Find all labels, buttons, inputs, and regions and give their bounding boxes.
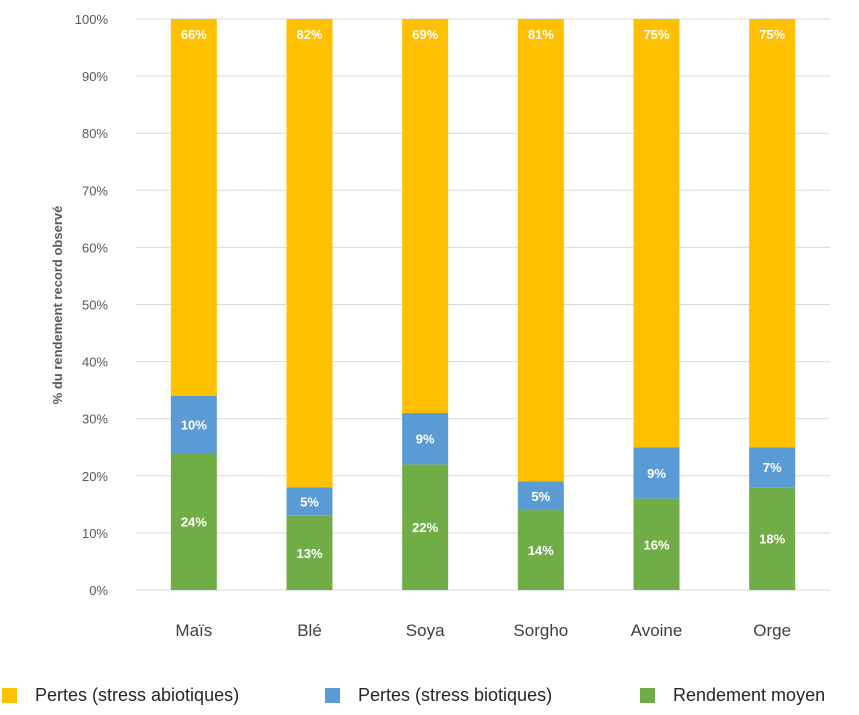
bar-segment (286, 487, 333, 516)
stacked-bar-chart: 0% 10% 20% 30% 40% 50% 60% 70% 80% 90% 100% 24% 10%… (50, 12, 830, 640)
legend-item: Rendement moyen (640, 685, 825, 706)
legend-label: Rendement moyen (673, 685, 826, 705)
bar-segment (402, 19, 449, 413)
data-label: 75% (643, 27, 669, 42)
y-axis-label: % du rendement record observé (50, 206, 65, 405)
legend-item: Pertes (stress biotiques) (325, 685, 552, 706)
x-category-label: Blé (297, 621, 322, 640)
data-label: 24% (181, 514, 207, 529)
x-category-label: Maïs (175, 621, 212, 640)
y-tick-label: 80% (82, 126, 108, 141)
bar-segment (749, 447, 796, 488)
data-label: 13% (296, 546, 322, 561)
data-label: 81% (528, 27, 554, 42)
bar-segment (633, 498, 680, 590)
y-tick-label: 90% (82, 69, 108, 84)
bar-segment (286, 515, 333, 590)
data-label: 82% (296, 27, 322, 42)
y-tick-label: 0% (89, 583, 108, 598)
data-label: 69% (412, 27, 438, 42)
bars: 24% 10% 66% 13% 5% 82% 22% 9% 69% 14% 5% 81% 16% 9% 75… (170, 19, 796, 590)
legend-label: Pertes (stress biotiques) (358, 685, 553, 705)
x-axis-categories: Maïs Blé Soya Sorgho Avoine Orge (175, 621, 791, 640)
bar-segment (517, 481, 564, 511)
y-tick-label: 50% (82, 298, 108, 313)
data-label: 9% (647, 466, 666, 481)
bar-segment (749, 19, 796, 448)
y-tick-label: 70% (82, 183, 108, 198)
legend-swatch (2, 688, 17, 703)
x-category-label: Sorgho (513, 621, 568, 640)
data-label: 10% (181, 417, 207, 432)
bar-segment (749, 487, 796, 590)
legend-swatch (325, 688, 340, 703)
gridlines (136, 18, 830, 591)
y-tick-label: 20% (82, 469, 108, 484)
y-tick-label: 100% (75, 12, 109, 27)
bar-segment (170, 395, 217, 453)
data-label: 7% (763, 460, 782, 475)
y-tick-label: 30% (82, 412, 108, 427)
x-category-label: Soya (406, 621, 445, 640)
legend-item: Pertes (stress abiotiques) (2, 685, 239, 706)
legend-label: Pertes (stress abiotiques) (35, 685, 240, 705)
data-label: 22% (412, 520, 438, 535)
y-axis-ticks: 0% 10% 20% 30% 40% 50% 60% 70% 80% 90% 100% (75, 12, 109, 598)
x-category-label: Orge (753, 621, 791, 640)
bar-segment (633, 19, 680, 448)
data-label: 9% (416, 432, 435, 447)
data-label: 5% (531, 489, 550, 504)
bar-segment (286, 19, 333, 488)
data-label: 66% (181, 27, 207, 42)
y-tick-label: 60% (82, 240, 108, 255)
bar-segment (170, 452, 217, 590)
legend: Pertes (stress abiotiques) Pertes (stress… (0, 685, 859, 715)
data-label: 5% (300, 494, 319, 509)
x-category-label: Avoine (631, 621, 683, 640)
data-label: 14% (528, 543, 554, 558)
data-label: 18% (759, 532, 785, 547)
data-label: 16% (643, 537, 669, 552)
data-label: 75% (759, 27, 785, 42)
bar-segment (402, 412, 449, 465)
bar-segment (170, 19, 217, 396)
bar-segment (633, 447, 680, 499)
bar-segment (517, 19, 564, 482)
y-tick-label: 40% (82, 355, 108, 370)
legend-swatch (640, 688, 655, 703)
bar-segment (402, 464, 449, 590)
bar-segment (517, 510, 564, 590)
y-tick-label: 10% (82, 526, 108, 541)
